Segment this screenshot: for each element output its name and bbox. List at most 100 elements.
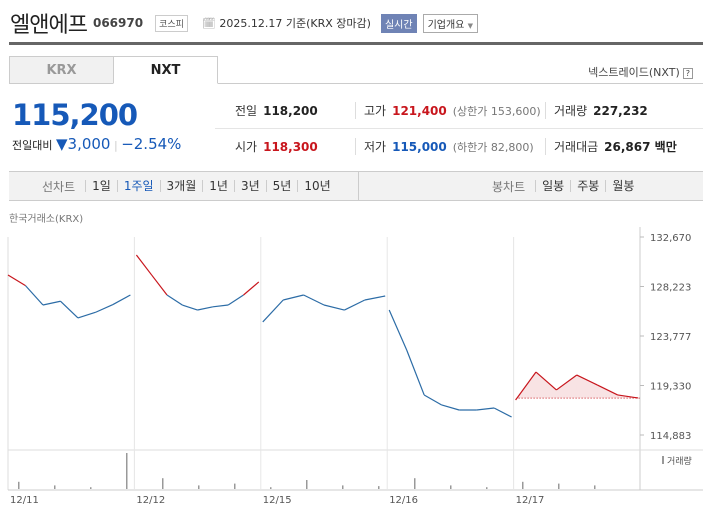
y-tick-label: 114,883	[650, 431, 691, 442]
amount-label: 거래대금	[554, 140, 599, 154]
price-line-segment	[243, 281, 260, 296]
candle-chart-label: 봉차트	[492, 179, 526, 194]
high-value: 121,400	[392, 103, 447, 118]
volume-bar	[270, 487, 272, 489]
price-line-segment	[617, 394, 639, 399]
y-tick-label: 128,223	[650, 283, 691, 294]
volume-bar	[378, 486, 380, 489]
period-10y[interactable]: 10년	[297, 180, 336, 192]
price-line-segment	[596, 384, 618, 396]
period-5y[interactable]: 5년	[265, 180, 298, 192]
price-line-segment	[323, 304, 345, 311]
stock-header: 엘앤에프 066970 코스피 🗓 2025.12.17 기준(KRX 장마감)…	[10, 8, 478, 38]
price-line-segment	[212, 304, 229, 308]
price-area	[617, 394, 638, 399]
open-label: 시가	[235, 140, 258, 154]
price-area	[556, 375, 577, 399]
price-line-segment	[441, 404, 460, 411]
candle-daily[interactable]: 일봉	[535, 180, 570, 192]
volume-bar	[18, 481, 20, 489]
volume-bar	[126, 453, 128, 489]
x-tick-label: 12/15	[263, 495, 292, 506]
volume-label: 거래량	[554, 103, 588, 118]
price-line-segment	[182, 304, 198, 311]
company-overview-label: 기업개요	[427, 19, 465, 31]
divider	[9, 42, 703, 45]
period-1d[interactable]: 1일	[85, 180, 117, 192]
stock-name: 엘앤에프	[10, 13, 88, 38]
candle-monthly[interactable]: 월봉	[605, 180, 640, 192]
nxt-link[interactable]: 넥스트레이드(NXT)?	[588, 64, 693, 80]
price-line-segment	[7, 274, 26, 287]
volume-bar	[486, 487, 488, 489]
change-value: ▼3,000	[55, 135, 111, 153]
volume-bar	[90, 487, 92, 489]
price-line-segment	[515, 371, 537, 401]
low-label: 저가	[364, 140, 387, 154]
tab-krx[interactable]: KRX	[9, 56, 113, 84]
prev-value: 118,200	[263, 103, 318, 118]
high-label: 고가	[364, 103, 387, 118]
volume-legend-icon	[662, 456, 664, 464]
volume-bar	[198, 485, 200, 489]
market-badge: 코스피	[155, 14, 188, 32]
price-line-segment	[197, 306, 214, 311]
price-line-segment	[60, 300, 79, 319]
period-1y[interactable]: 1년	[202, 180, 234, 192]
low-value: 115,000	[392, 140, 447, 154]
price-line-segment	[576, 374, 598, 386]
x-tick-label: 12/16	[389, 495, 418, 506]
company-overview-dropdown[interactable]: 기업개요 ▼	[422, 13, 478, 33]
volume-value: 227,232	[593, 103, 648, 118]
price-line-segment	[227, 294, 244, 306]
price-line-segment	[535, 371, 557, 391]
y-tick-label: 123,777	[650, 332, 691, 343]
volume-bar	[54, 485, 56, 489]
price-area	[536, 372, 557, 399]
price-line-segment	[262, 299, 284, 323]
price-line-segment	[95, 304, 114, 313]
price-line-segment	[283, 294, 304, 301]
period-1w[interactable]: 1주일	[116, 180, 160, 192]
price-line-segment	[344, 299, 366, 311]
price-line-segment	[166, 294, 183, 306]
chevron-down-icon: ▼	[467, 21, 473, 30]
price-change: 전일대비 ▼3,000 | −2.54%	[12, 135, 182, 153]
realtime-button[interactable]: 실시간	[380, 13, 417, 33]
help-icon[interactable]: ?	[682, 68, 693, 79]
price-line-segment	[388, 309, 408, 351]
x-tick-label: 12/17	[516, 495, 545, 506]
y-tick-label: 119,330	[650, 381, 691, 392]
date-text: 2025.12.17 기준(KRX 장마감)	[219, 17, 371, 30]
price-line-segment	[476, 407, 495, 411]
volume-bar	[450, 485, 452, 489]
price-line-segment	[406, 349, 425, 396]
candle-weekly[interactable]: 주봉	[570, 180, 605, 192]
volume-bar	[306, 480, 308, 489]
period-3m[interactable]: 3개월	[159, 180, 203, 192]
period-3y[interactable]: 3년	[233, 180, 266, 192]
price-line-segment	[493, 407, 512, 418]
volume-bar	[162, 478, 164, 489]
price-line-segment	[556, 374, 578, 391]
divider	[218, 83, 703, 84]
line-chart-label: 선차트	[42, 179, 76, 194]
price-line-segment	[112, 294, 131, 306]
volume-bar	[342, 485, 344, 489]
price-line-segment	[151, 274, 168, 296]
price-line-segment	[77, 311, 96, 319]
volume-bar	[594, 485, 596, 489]
date-info: 🗓 2025.12.17 기준(KRX 장마감)	[202, 15, 371, 31]
price-area	[597, 384, 618, 399]
line-chart-periods: 선차트 1일 1주일 3개월 1년 3년 5년 10년	[9, 172, 359, 200]
price-line-segment	[303, 294, 325, 306]
price-line-segment	[25, 285, 44, 306]
candle-chart-periods: 봉차트 일봉 주봉 월봉	[359, 172, 640, 200]
tab-nxt[interactable]: NXT	[113, 56, 218, 84]
quote-grid: 전일 118,200 고가 121,400 (상한가 153,600) 거래량 227,…	[215, 92, 703, 164]
clock-icon: 🗓	[201, 17, 216, 30]
stock-code: 066970	[92, 16, 144, 30]
change-percent: −2.54%	[121, 135, 182, 153]
volume-bar	[414, 478, 416, 489]
